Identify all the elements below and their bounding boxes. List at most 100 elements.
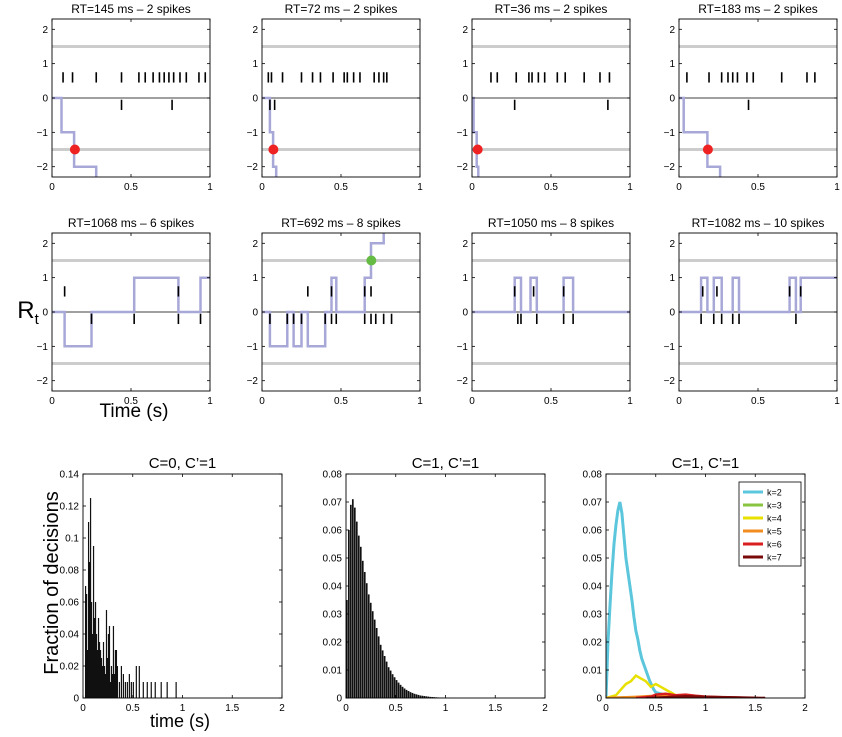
histogram-bar (115, 650, 118, 698)
x-tick-label: 0 (676, 396, 682, 407)
histogram-bar (124, 682, 126, 698)
plot-area (346, 499, 478, 698)
chart-title: C=1, C’=1 (672, 455, 740, 472)
y-tick-label: 0.04 (60, 630, 80, 641)
x-tick-label: 0.5 (751, 396, 765, 407)
histogram-bar (98, 642, 101, 698)
y-tick-label: 0.01 (323, 666, 343, 677)
histogram-bar (389, 670, 392, 698)
histogram-bar (105, 610, 108, 698)
legend-label: k=6 (767, 540, 782, 550)
histogram-bar (407, 691, 410, 698)
y-tick-label: −1 (247, 128, 259, 139)
chart-title: RT=1050 ms – 8 spikes (488, 216, 614, 230)
chart-title: RT=183 ms – 2 spikes (698, 2, 818, 16)
histogram-bar (397, 682, 400, 698)
y-tick-label: 0.06 (323, 526, 343, 537)
y-tick-label: 1 (669, 273, 675, 284)
x-tick-label: 0.5 (751, 182, 765, 193)
y-tick-label: −2 (37, 162, 49, 173)
histogram-bar (113, 674, 116, 698)
y-tick-label: 1 (462, 273, 468, 284)
histogram-bar (107, 634, 110, 698)
decision-marker (472, 144, 483, 155)
histogram-bar (126, 682, 128, 698)
histogram-bar (409, 692, 412, 698)
histogram-bar (116, 666, 119, 698)
histogram-bar (109, 682, 112, 698)
y-tick-label: −1 (457, 128, 469, 139)
y-tick-label: 0 (42, 308, 48, 319)
plot-area (262, 44, 420, 177)
histogram-bar (381, 650, 384, 698)
histogram-bar (130, 682, 132, 698)
y-tick-label: −2 (37, 376, 49, 387)
histogram-bar (349, 504, 352, 698)
histogram-bar (150, 682, 152, 698)
x-tick-label: 0.5 (334, 182, 348, 193)
x-tick-label: 0 (80, 703, 86, 714)
x-tick-label: 2 (802, 703, 808, 714)
rt-trace (679, 276, 837, 314)
histogram-bar (359, 546, 362, 698)
chart-panel-4: RT=183 ms – 2 spikes 0 0.5 1 −2 −1 0 1 2 (664, 2, 841, 193)
x-tick-label: 0 (469, 396, 475, 407)
chart-panel-8: RT=1082 ms – 10 spikes 0 0.5 1 −2 −1 0 1 2 (664, 216, 841, 407)
chart-title: RT=692 ms – 8 spikes (281, 216, 401, 230)
histogram-bar (160, 682, 162, 698)
x-tick-label: 0.5 (124, 182, 138, 193)
x-tick-label: 0 (676, 182, 682, 193)
x-tick-label: 1 (703, 703, 709, 714)
y-tick-label: 2 (669, 25, 675, 36)
histogram-bar (101, 666, 104, 698)
y-tick-label: 0.07 (583, 498, 603, 509)
rt-trace (52, 96, 98, 177)
y-tick-label: −2 (247, 162, 259, 173)
chart-title: C=0, C’=1 (149, 455, 217, 472)
histogram-bar (86, 650, 89, 698)
histogram-bar (425, 696, 428, 698)
histogram-bar (132, 682, 134, 698)
histogram-bar (367, 594, 370, 698)
plot-area (472, 44, 630, 177)
x-tick-label: 1 (417, 182, 423, 193)
y-tick-label: 0.04 (583, 582, 603, 593)
decision-marker (69, 144, 80, 155)
bottom-x-axis-label: time (s) (150, 711, 210, 731)
x-tick-label: 1 (627, 396, 633, 407)
histogram-bar (122, 674, 124, 698)
histogram-bar (371, 611, 374, 698)
histogram-bar (403, 688, 406, 698)
y-tick-label: 0.1 (65, 534, 79, 545)
y-tick-label: 0.03 (323, 610, 343, 621)
y-tick-label: −2 (247, 376, 259, 387)
x-tick-label: 0.5 (544, 182, 558, 193)
x-tick-label: 1 (180, 703, 186, 714)
y-tick-label: 0.14 (60, 470, 80, 481)
x-tick-label: 1 (207, 396, 213, 407)
chart-panel-3: RT=36 ms – 2 spikes 0 0.5 1 −2 −1 0 1 2 (457, 2, 634, 193)
rt-trace (262, 96, 278, 177)
x-tick-label: 1 (627, 182, 633, 193)
x-tick-label: 0 (259, 182, 265, 193)
histogram-bar (411, 692, 414, 698)
chart-panel-6: RT=692 ms – 8 spikes 0 0.5 1 −2 −1 0 1 2 (247, 216, 424, 407)
y-tick-label: 2 (462, 239, 468, 250)
histogram-bar (417, 694, 420, 698)
x-tick-label: 1.5 (488, 703, 502, 714)
legend-label: k=4 (767, 514, 782, 524)
top-x-axis-label: Time (s) (100, 401, 169, 422)
x-tick-label: 0.5 (544, 396, 558, 407)
histogram-bar (89, 498, 92, 698)
histogram-bar (357, 535, 360, 698)
plot-area (262, 233, 420, 366)
rt-trace (472, 276, 630, 314)
histogram-bar (399, 684, 402, 698)
x-tick-label: 0 (49, 396, 55, 407)
histogram-bar (88, 562, 91, 698)
histogram-bar (97, 618, 100, 698)
chart-panel-10: C=1, C’=1 0 0.5 1 1.5 2 0 0.01 0.02 0.03 0.04 0.05 0… (323, 455, 549, 714)
series-line-k=2 (606, 501, 706, 698)
histogram-bar (142, 682, 144, 698)
y-tick-label: 2 (252, 25, 258, 36)
